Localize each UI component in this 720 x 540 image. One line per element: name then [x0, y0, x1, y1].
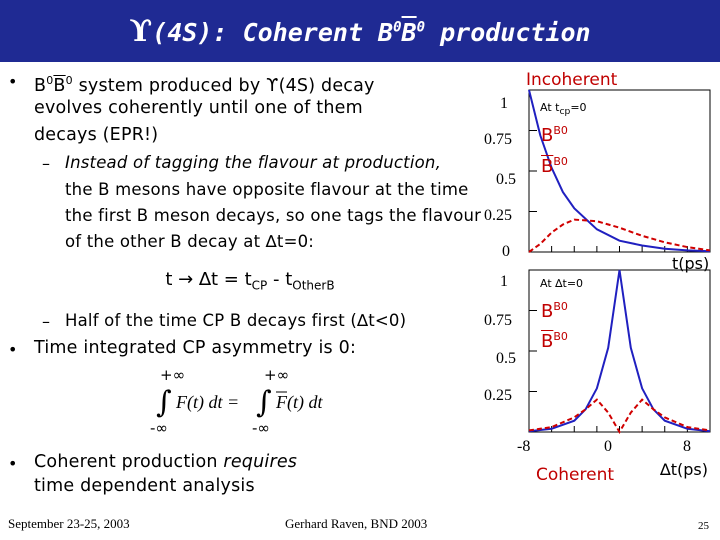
x-axis-label: ∆t(ps) — [660, 460, 708, 479]
sub-bullet-1-line-4: of the other B decay at ∆t=0: — [65, 232, 315, 251]
bullet-1-line-3: decays (EPR!) — [34, 125, 159, 145]
title-bar — [0, 0, 720, 62]
bullet-1-line-2: evolves coherently until one of them — [34, 98, 363, 118]
bullet-3-line-1: Coherent production requires — [34, 452, 298, 472]
x-axis-label: t(ps) — [672, 254, 710, 273]
slide-title: ϒ(4S): Coherent B0B0 production — [129, 14, 591, 49]
time-integrated-asymmetry-formula: ∫ F(t) dt = ∫ F(t) dt — [156, 385, 323, 420]
legend-b0: BB0 — [541, 300, 568, 322]
x-tick: 0 — [604, 438, 612, 455]
x-tick: 8 — [683, 438, 691, 455]
legend-b0-bar: BB0 — [541, 330, 568, 352]
series-line-b0bar — [528, 218, 711, 253]
y-tick: 0.25 — [484, 207, 512, 224]
chart-annotation: At ∆t=0 — [540, 277, 584, 290]
integral-lower-limit-2: -∞ — [252, 419, 270, 437]
y-tick: 0.5 — [496, 171, 516, 188]
series-line-b0 — [528, 269, 711, 433]
delta-t-equation: t → ∆t = tCP - tOtherB — [165, 269, 335, 293]
y-tick: 0.75 — [484, 312, 512, 329]
sub-bullet-marker: – — [42, 154, 50, 173]
y-tick: 0 — [502, 243, 510, 260]
svg-text:∫: ∫ — [156, 385, 172, 420]
integral-lower-limit-1: -∞ — [150, 419, 168, 437]
series-line-b0bar — [528, 398, 711, 434]
footer-author: Gerhard Raven, BND 2003 — [285, 516, 428, 531]
legend-b0-bar: BB0 — [541, 155, 568, 177]
bullet-marker: • — [8, 454, 18, 473]
sub-bullet-1-line-1: Instead of tagging the flavour at produc… — [65, 153, 442, 172]
y-tick: 0.75 — [484, 131, 512, 148]
bullet-marker: • — [8, 340, 18, 359]
chart-annotation: At tcp=0 — [540, 101, 587, 118]
sub-bullet-1-line-3: the first B meson decays, so one tags th… — [65, 206, 482, 225]
bullet-marker: • — [8, 72, 18, 91]
bullet-3-line-2: time dependent analysis — [34, 476, 255, 496]
sub-bullet-1-line-2: the B mesons have opposite flavour at th… — [65, 180, 469, 199]
integral-upper-limit-2: +∞ — [264, 366, 290, 384]
sub-bullet-2: Half of the time CP B decays first (∆t<0… — [65, 311, 407, 330]
incoherent-label: Incoherent — [526, 70, 618, 90]
svg-text:F(t) dt =: F(t) dt = — [175, 392, 239, 413]
x-tick: -8 — [517, 438, 531, 455]
page-number: 25 — [698, 520, 709, 532]
bullet-1-line-1: B0B0 system produced by ϒ(4S) decay — [34, 74, 375, 96]
legend-b0: BB0 — [541, 124, 568, 146]
y-tick: 0.5 — [496, 350, 516, 367]
svg-text:F(t) dt: F(t) dt — [275, 392, 323, 413]
y-tick: 1 — [500, 273, 508, 290]
y-tick: 0.25 — [484, 387, 512, 404]
bullet-2: Time integrated CP asymmetry is 0: — [34, 338, 357, 358]
y-tick: 1 — [500, 95, 508, 112]
series-line-b0 — [528, 89, 711, 253]
integral-upper-limit-1: +∞ — [160, 366, 186, 384]
coherent-label: Coherent — [536, 465, 615, 485]
svg-text:∫: ∫ — [256, 385, 272, 420]
footer-date: September 23-25, 2003 — [8, 516, 130, 531]
sub-bullet-marker: – — [42, 312, 50, 331]
